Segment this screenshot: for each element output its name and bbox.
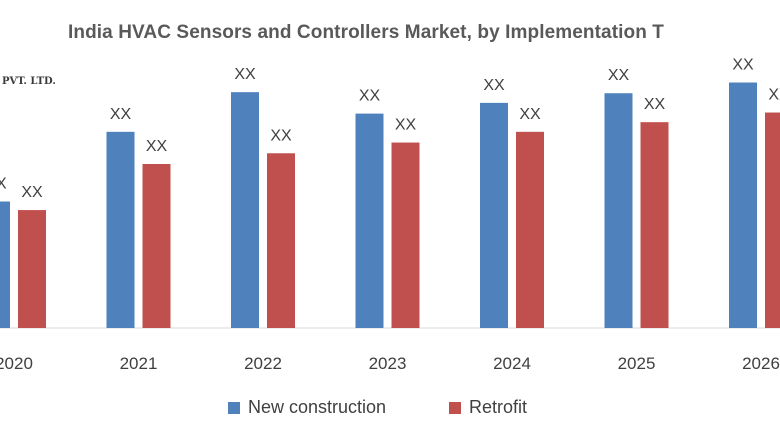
data-label-new-construction-2021: XX [110, 106, 132, 123]
legend-item-new-construction: New construction [228, 397, 386, 418]
data-label-new-construction-2020: XX [0, 176, 7, 193]
data-label-new-construction-2026: XX [732, 57, 754, 74]
data-label-new-construction-2023: XX [359, 88, 381, 105]
data-label-retrofit-2026: XX [768, 87, 780, 104]
bar-retrofit-2021 [142, 163, 171, 328]
bar-retrofit-2026 [765, 112, 780, 328]
data-label-retrofit-2025: XX [644, 96, 666, 113]
bar-new-construction-2023 [355, 113, 384, 328]
x-tick-label-2021: 2021 [120, 354, 158, 373]
data-label-new-construction-2022: XX [234, 66, 256, 83]
x-tick-label-2025: 2025 [618, 354, 656, 373]
bar-new-construction-2024 [480, 102, 508, 328]
data-label-retrofit-2020: XX [21, 184, 43, 201]
bar-new-construction-2021 [106, 131, 135, 328]
bar-retrofit-2020 [18, 210, 46, 328]
data-label-new-construction-2024: XX [483, 77, 505, 94]
bar-retrofit-2024 [516, 131, 544, 328]
bar-retrofit-2023 [391, 142, 420, 328]
data-label-retrofit-2022: XX [270, 127, 292, 144]
chart-title: India HVAC Sensors and Controllers Marke… [68, 22, 665, 43]
data-label-new-construction-2025: XX [608, 67, 630, 84]
bar-retrofit-2025 [640, 122, 669, 329]
legend-item-retrofit: Retrofit [449, 397, 527, 418]
data-label-retrofit-2021: XX [146, 138, 168, 155]
legend: New construction Retrofit [0, 397, 780, 421]
x-tick-label-2026: 2026 [742, 354, 780, 373]
legend-label-retrofit: Retrofit [469, 397, 528, 417]
x-tick-label-2023: 2023 [369, 354, 407, 373]
bar-new-construction-2020 [0, 201, 10, 328]
data-label-retrofit-2024: XX [519, 106, 541, 123]
bar-retrofit-2022 [267, 153, 295, 328]
bar-new-construction-2026 [729, 82, 757, 329]
legend-label-new-construction: New construction [248, 397, 387, 417]
x-tick-label-2020: 2020 [0, 354, 33, 373]
legend-swatch-new-construction [228, 401, 240, 414]
bar-new-construction-2025 [604, 93, 633, 329]
watermark-text: PVT. LTD. [2, 76, 56, 87]
x-tick-label-2024: 2024 [493, 354, 531, 373]
legend-swatch-retrofit [449, 401, 461, 414]
data-label-retrofit-2023: XX [395, 117, 417, 134]
bar-new-construction-2022 [231, 92, 259, 328]
x-tick-label-2022: 2022 [244, 354, 282, 373]
